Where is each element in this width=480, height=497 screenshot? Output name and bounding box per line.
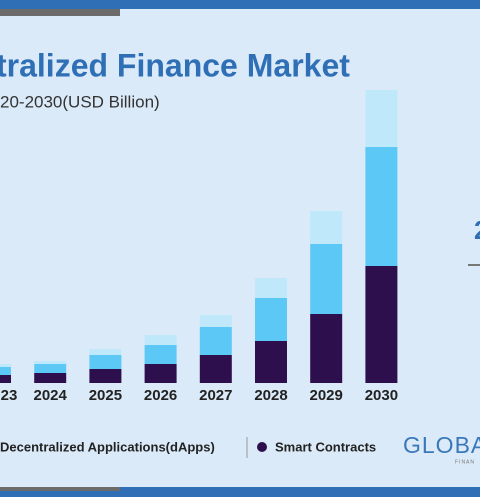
bar-segment [89, 369, 122, 383]
bar-segment [34, 361, 67, 364]
legend-label: Decentralized Applications(dApps) [0, 439, 215, 454]
bottom-border [0, 487, 480, 497]
bar-segment [0, 375, 11, 383]
bar-segment [365, 90, 398, 147]
legend-label: Smart Contracts [275, 439, 376, 454]
x-tick-label: 2028 [254, 387, 287, 404]
bar-segment [310, 314, 343, 383]
bar-segment [144, 364, 177, 383]
x-tick-label: 2029 [310, 387, 343, 404]
x-tick-label: 2027 [199, 387, 232, 404]
bar-segment [365, 147, 398, 266]
chart-title: tralized Finance Market [0, 47, 350, 83]
bar-segment [310, 244, 343, 314]
bar-segment [199, 355, 232, 383]
bar-segment [199, 327, 232, 355]
bar-segment [255, 341, 287, 383]
logo-sub: FINAN [455, 459, 475, 465]
bar-segment [0, 364, 11, 367]
bar-segment [144, 335, 177, 345]
bar-segment [89, 349, 122, 355]
x-tick-label: 2024 [34, 387, 68, 404]
x-tick-label: 2030 [365, 387, 398, 404]
bar-segment [310, 211, 343, 244]
bar-segment [199, 315, 232, 327]
top-accent [0, 9, 120, 16]
bar-segment [34, 364, 67, 373]
logo: GLOBA [403, 432, 480, 458]
chart-subtitle: 20-2030(USD Billion) [0, 92, 160, 111]
side-text: 2 [474, 215, 480, 245]
top-border [0, 0, 480, 9]
legend-marker [257, 442, 267, 452]
x-tick-label: 23 [1, 387, 18, 404]
bar-segment [144, 345, 177, 364]
bottom-accent [0, 487, 120, 491]
bar-segment [34, 373, 67, 383]
bar-segment [365, 266, 398, 383]
bar-segment [0, 367, 11, 375]
bar-segment [89, 355, 122, 369]
x-tick-label: 2025 [89, 387, 122, 404]
x-tick-label: 2026 [144, 387, 177, 404]
bar-segment [255, 298, 287, 341]
bar-segment [255, 278, 287, 298]
